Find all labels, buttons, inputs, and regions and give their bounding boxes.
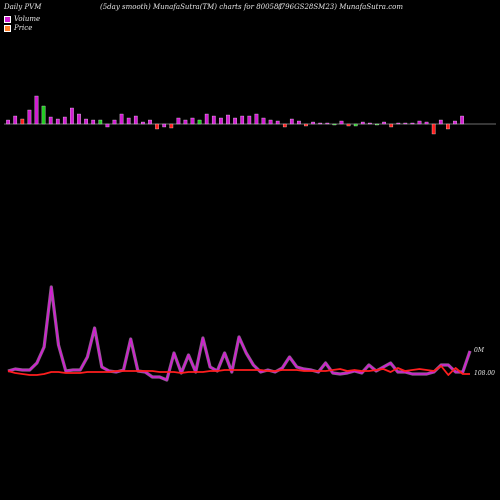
volume-bar xyxy=(289,118,294,125)
volume-bar xyxy=(190,117,195,125)
volume-bar xyxy=(311,121,315,125)
volume-bar xyxy=(282,123,287,128)
chart-header-center: (5day smooth) MunafaSutra(TM) charts for… xyxy=(100,3,283,11)
volume-bar xyxy=(325,122,330,125)
volume-bar xyxy=(183,119,188,125)
volume-bar xyxy=(34,95,39,125)
volume-bar xyxy=(204,113,209,125)
volume-bar xyxy=(396,122,401,125)
volume-bar xyxy=(403,122,408,125)
volume-bar xyxy=(6,119,10,125)
volume-bar xyxy=(77,113,81,125)
volume-bar xyxy=(20,118,25,125)
volume-bar xyxy=(226,114,230,125)
volume-bar xyxy=(219,117,223,125)
price-line xyxy=(7,365,470,376)
volume-bar xyxy=(339,120,344,125)
legend-price: Price xyxy=(4,24,32,32)
volume-bar xyxy=(48,116,53,125)
volume-bar xyxy=(155,123,159,130)
legend-swatch-volume xyxy=(4,15,11,23)
volume-bar xyxy=(169,123,174,129)
volume-bar xyxy=(304,123,308,127)
legend-label-price: Price xyxy=(14,24,33,32)
volume-axis-label: 0M xyxy=(474,347,485,354)
volume-bar xyxy=(162,123,167,128)
volume-bar xyxy=(55,118,60,125)
volume-bar xyxy=(119,113,124,125)
volume-bar xyxy=(233,117,237,125)
volume-bar xyxy=(297,120,301,125)
volume-bar xyxy=(261,117,266,125)
volume-bar xyxy=(133,115,138,125)
volume-bar xyxy=(417,120,422,125)
volume-bar xyxy=(141,121,145,125)
volume-bar xyxy=(247,115,252,125)
volume-bar xyxy=(332,123,337,126)
volume-bar xyxy=(382,121,386,125)
volume-bar xyxy=(148,119,152,125)
price-axis-label: 108.00 xyxy=(474,370,495,377)
volume-bar xyxy=(431,123,436,135)
volume-bar xyxy=(389,123,394,128)
volume-bar xyxy=(424,121,429,125)
volume-bar xyxy=(275,120,280,125)
volume-bar xyxy=(410,122,415,125)
volume-bar xyxy=(70,107,74,125)
volume-bar xyxy=(453,120,457,125)
volume-bar xyxy=(438,119,443,125)
chart-header-right: (796GS28SM23) MunafaSutra.com xyxy=(278,3,403,11)
legend-swatch-price xyxy=(4,24,11,32)
legend-label-volume: Volume xyxy=(14,15,41,23)
volume-bar xyxy=(360,121,365,125)
volume-line xyxy=(7,286,471,381)
volume-bar xyxy=(240,115,245,125)
volume-bar xyxy=(84,118,88,125)
volume-bar xyxy=(27,109,32,125)
volume-line-glow xyxy=(7,285,472,382)
volume-bar xyxy=(268,119,273,125)
legend-volume: Volume xyxy=(4,15,40,23)
volume-bar xyxy=(346,123,351,127)
volume-bar xyxy=(112,119,117,125)
volume-bar xyxy=(13,115,18,125)
volume-bar xyxy=(176,117,181,125)
volume-bar xyxy=(41,105,46,125)
volume-bar xyxy=(98,119,103,125)
volume-bar xyxy=(318,122,323,125)
volume-bar xyxy=(353,123,358,127)
volume-bar xyxy=(62,116,67,125)
volume-bar xyxy=(254,113,259,125)
volume-bar xyxy=(375,123,379,126)
volume-bar xyxy=(368,122,372,125)
volume-bar xyxy=(105,123,110,128)
volume-bar xyxy=(211,115,216,125)
volume-bar xyxy=(460,115,464,125)
volume-bar xyxy=(91,119,96,125)
volume-bar xyxy=(126,117,131,125)
volume-bar xyxy=(446,123,450,130)
chart-header-left: Daily PVM xyxy=(4,3,42,11)
volume-bar xyxy=(197,119,202,125)
